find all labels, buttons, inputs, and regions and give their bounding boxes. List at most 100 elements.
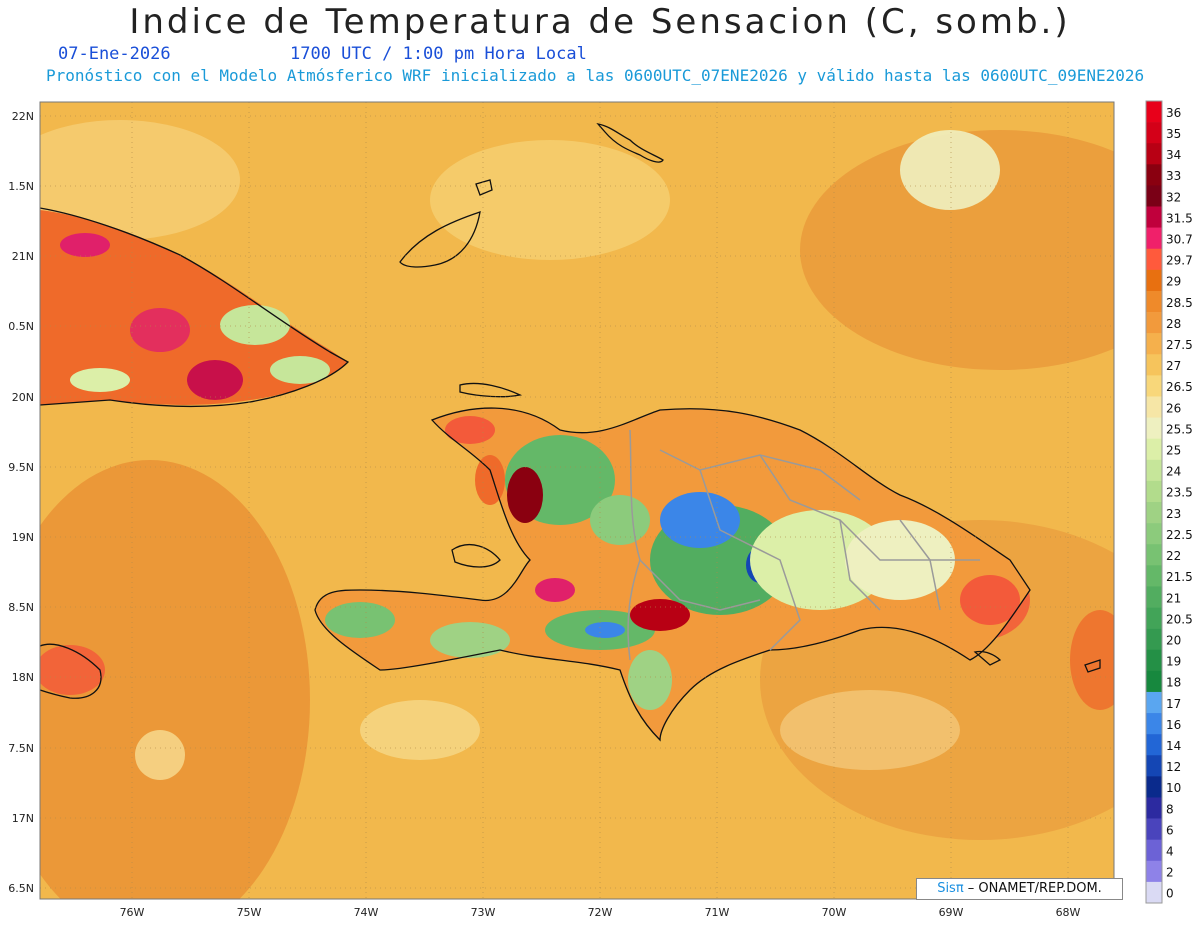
colorbar-label: 20.5	[1166, 612, 1193, 626]
page-title: Indice de Temperatura de Sensacion (C, s…	[129, 2, 1071, 42]
credit-box: Sisπ – ONAMET/REP.DOM.	[916, 878, 1123, 900]
colorbar-swatch	[1146, 628, 1162, 651]
colorbar-label: 10	[1166, 781, 1181, 795]
colorbar-swatch	[1146, 438, 1162, 461]
colorbar-swatch	[1146, 248, 1162, 271]
credit-text: – ONAMET/REP.DOM.	[963, 881, 1102, 896]
colorbar-label: 28.5	[1166, 296, 1193, 310]
colorbar-label: 29	[1166, 275, 1181, 289]
colorbar-swatch	[1146, 649, 1162, 672]
colorbar-label: 17	[1166, 697, 1181, 711]
colorbar-swatch	[1146, 586, 1162, 608]
colorbar-label: 26	[1166, 401, 1181, 415]
colorbar-label: 21	[1166, 591, 1181, 605]
colorbar-swatch	[1146, 755, 1162, 777]
lon-label: 68W	[1056, 906, 1081, 919]
lat-label: 6.5N	[8, 882, 34, 895]
lat-label: 22N	[12, 110, 34, 123]
colorbar-label: 22	[1166, 549, 1181, 563]
lon-label: 73W	[471, 906, 496, 919]
colorbar-swatch	[1146, 797, 1162, 819]
lat-label: 8.5N	[8, 601, 34, 614]
colorbar-label: 21.5	[1166, 570, 1193, 584]
lat-label: 1.5N	[8, 180, 34, 193]
brand-name: Sis	[937, 881, 956, 896]
lat-label: 17N	[12, 812, 34, 825]
colorbar-swatch	[1146, 312, 1162, 334]
colorbar-swatch	[1146, 354, 1162, 376]
colorbar-label: 27	[1166, 359, 1181, 373]
lon-label: 75W	[237, 906, 262, 919]
colorbar-swatch	[1146, 333, 1162, 355]
colorbar-label: 18	[1166, 676, 1181, 690]
colorbar-label: 14	[1166, 739, 1181, 753]
colorbar-label: 12	[1166, 760, 1181, 774]
colorbar-swatch	[1146, 881, 1162, 904]
colorbar-swatch	[1146, 607, 1162, 629]
lat-label: 0.5N	[8, 320, 34, 333]
lat-label: 9.5N	[8, 461, 34, 474]
colorbar-label: 19	[1166, 655, 1181, 669]
colorbar-swatch	[1146, 839, 1162, 862]
lon-label: 69W	[939, 906, 964, 919]
colorbar-swatch	[1146, 143, 1162, 165]
lon-label: 71W	[705, 906, 730, 919]
colorbar-swatch	[1146, 185, 1162, 207]
colorbar-label: 22.5	[1166, 528, 1193, 542]
model-info: Pronóstico con el Modelo Atmósferico WRF…	[46, 66, 1145, 85]
lat-label: 18N	[12, 671, 34, 684]
colorbar-label: 27.5	[1166, 338, 1193, 352]
lat-label: 21N	[12, 250, 34, 263]
coastlines	[39, 123, 1101, 742]
colorbar-swatch	[1146, 565, 1162, 587]
colorbar-label: 8	[1166, 802, 1174, 816]
colorbar-swatch	[1146, 164, 1162, 186]
colorbar-label: 24	[1166, 465, 1181, 479]
lon-label: 70W	[822, 906, 847, 919]
colorbar-label: 25.5	[1166, 422, 1193, 436]
colorbar-swatch	[1146, 290, 1162, 313]
colorbar-swatch	[1146, 206, 1162, 228]
colorbar-swatch	[1146, 523, 1162, 545]
lon-label: 74W	[354, 906, 379, 919]
forecast-date: 07-Ene-2026	[58, 44, 171, 64]
temperature-field	[40, 120, 1114, 899]
colorbar-swatch	[1146, 417, 1162, 439]
colorbar-swatch	[1146, 691, 1162, 714]
province-boundaries	[627, 429, 980, 661]
colorbar-label: 28	[1166, 317, 1181, 331]
lon-label: 76W	[120, 906, 145, 919]
colorbar-label: 31.5	[1166, 211, 1193, 225]
colorbar-label: 20	[1166, 633, 1181, 647]
forecast-time: 1700 UTC / 1:00 pm Hora Local	[290, 44, 587, 64]
colorbar-swatch	[1146, 227, 1162, 250]
colorbar-label: 30.7	[1166, 232, 1193, 246]
lat-label: 7.5N	[8, 742, 34, 755]
colorbar-label: 33	[1166, 169, 1181, 183]
colorbar-swatch	[1146, 122, 1162, 144]
colorbar-swatch	[1146, 670, 1162, 693]
colorbar-label: 29.7	[1166, 254, 1193, 268]
lon-label: 72W	[588, 906, 613, 919]
colorbar-label: 23	[1166, 507, 1181, 521]
colorbar-label: 0	[1166, 887, 1174, 901]
colorbar-swatch	[1146, 860, 1162, 883]
colorbar-label: 23.5	[1166, 486, 1193, 500]
pi-symbol: π	[955, 881, 964, 896]
colorbar-label: 4	[1166, 845, 1174, 859]
colorbar-swatch	[1146, 480, 1162, 503]
colorbar-label: 6	[1166, 823, 1174, 837]
colorbar-swatch	[1146, 713, 1162, 735]
colorbar-swatch	[1146, 375, 1162, 397]
colorbar-label: 2	[1166, 866, 1174, 880]
colorbar-swatch	[1146, 396, 1162, 418]
colorbar-swatch	[1146, 101, 1162, 123]
longitude-labels: 76W 75W 74W 73W 72W 71W 70W 69W 68W	[120, 906, 1081, 919]
colorbar-swatch	[1146, 776, 1162, 798]
colorbar-swatch	[1146, 459, 1162, 482]
lat-label: 19N	[12, 531, 34, 544]
colorbar-label: 34	[1166, 148, 1181, 162]
colorbar-label: 16	[1166, 718, 1181, 732]
colorbar-swatch	[1146, 544, 1162, 566]
